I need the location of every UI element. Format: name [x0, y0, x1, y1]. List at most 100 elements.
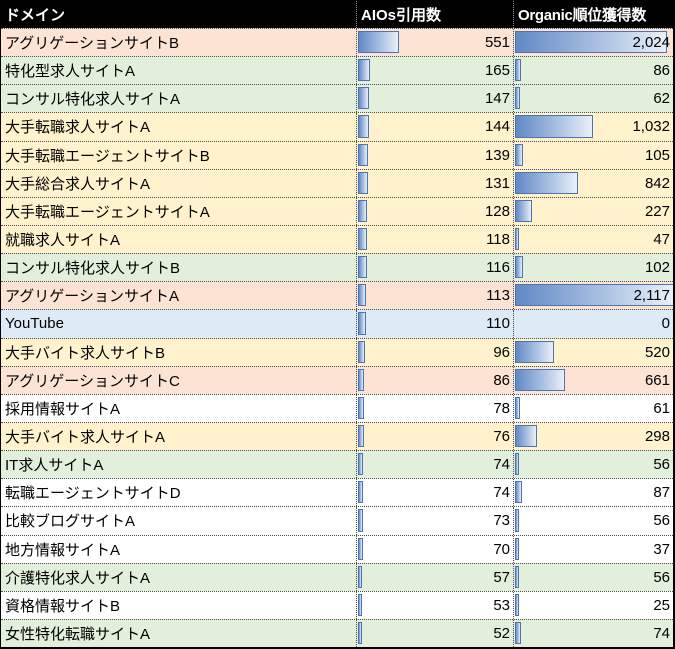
domain-cell[interactable]: 就職求人サイトA	[1, 225, 357, 254]
organic-rankings-cell[interactable]: 47	[514, 226, 673, 253]
organic-rankings-cell[interactable]: 37	[514, 536, 673, 563]
domain-cell[interactable]: 介護特化求人サイトA	[1, 563, 357, 591]
domain-cell[interactable]: IT求人サイトA	[1, 451, 357, 479]
domain-cell[interactable]: 大手バイト求人サイトB	[1, 338, 357, 366]
aio-citations-cell[interactable]: 139	[357, 141, 514, 169]
aio-data-bar	[358, 396, 364, 419]
organic-rankings-cell[interactable]: 61	[514, 395, 673, 422]
domain-cell[interactable]: YouTube	[1, 310, 357, 338]
organic-value: 842	[644, 174, 670, 192]
aio-value: 74	[493, 484, 510, 502]
header-cell-organic-rankings[interactable]: Organic順位獲得数	[514, 1, 673, 28]
organic-rankings-cell[interactable]: 842	[514, 170, 673, 197]
organic-data-bar	[515, 340, 555, 363]
domain-cell[interactable]: アグリゲーションサイトB	[1, 29, 357, 57]
organic-rankings-cell[interactable]: 2,024	[514, 29, 673, 56]
aio-data-bar	[358, 143, 369, 166]
aio-data-bar	[358, 424, 364, 448]
domain-label: 比較ブログサイトA	[5, 513, 136, 531]
domain-cell[interactable]: 大手総合求人サイトA	[1, 169, 357, 197]
aio-value: 53	[493, 596, 510, 614]
aio-citations-cell[interactable]: 147	[357, 85, 514, 113]
organic-rankings-cell[interactable]: 227	[514, 198, 673, 225]
aio-citations-cell[interactable]: 57	[357, 563, 514, 591]
domain-cell[interactable]: 女性特化転職サイトA	[1, 619, 357, 647]
table-row: アグリゲーションサイトC 86 661	[1, 365, 673, 394]
table-row: 介護特化求人サイトA 57 56	[1, 562, 673, 591]
aio-value: 116	[486, 259, 510, 277]
domain-cell[interactable]: 大手転職求人サイトA	[1, 113, 357, 141]
header-cell-aio-citations[interactable]: AIOs引用数	[357, 1, 514, 28]
organic-rankings-cell[interactable]: 56	[514, 451, 673, 478]
organic-rankings-cell[interactable]: 1,032	[514, 113, 673, 140]
organic-rankings-cell[interactable]: 56	[514, 564, 673, 591]
table-row: コンサル特化求人サイトB 116 102	[1, 253, 673, 282]
organic-rankings-cell[interactable]: 56	[514, 507, 673, 534]
domain-label: 女性特化転職サイトA	[5, 626, 151, 644]
organic-rankings-cell[interactable]: 74	[514, 620, 673, 647]
aio-citations-cell[interactable]: 86	[357, 366, 514, 394]
aio-data-bar	[358, 199, 368, 222]
aio-citations-cell[interactable]: 74	[357, 479, 514, 507]
organic-value: 56	[653, 568, 670, 586]
domain-cell[interactable]: 大手転職エージェントサイトB	[1, 141, 357, 169]
organic-data-bar	[515, 593, 519, 616]
organic-rankings-cell[interactable]: 102	[514, 254, 673, 281]
domain-label: コンサル特化求人サイトB	[5, 260, 181, 278]
domain-cell[interactable]: コンサル特化求人サイトB	[1, 254, 357, 282]
organic-rankings-cell[interactable]: 2,117	[514, 282, 673, 309]
organic-rankings-cell[interactable]: 86	[514, 57, 673, 84]
aio-citations-cell[interactable]: 165	[357, 57, 514, 85]
table-row: コンサル特化求人サイトA 147 62	[1, 84, 673, 113]
organic-rankings-cell[interactable]: 105	[514, 142, 673, 169]
aio-citations-cell[interactable]: 73	[357, 507, 514, 535]
domain-cell[interactable]: 採用情報サイトA	[1, 394, 357, 422]
aio-data-bar	[358, 227, 367, 251]
aio-citations-cell[interactable]: 70	[357, 535, 514, 563]
domain-label: YouTube	[5, 315, 64, 333]
table-row: アグリゲーションサイトB 551 2,024	[1, 28, 673, 57]
aio-citations-cell[interactable]: 74	[357, 451, 514, 479]
domain-cell[interactable]: 特化型求人サイトA	[1, 57, 357, 85]
organic-rankings-cell[interactable]: 62	[514, 85, 673, 112]
domain-cell[interactable]: アグリゲーションサイトC	[1, 366, 357, 394]
organic-value: 661	[644, 371, 670, 389]
aio-citations-cell[interactable]: 76	[357, 422, 514, 451]
domain-cell[interactable]: 大手転職エージェントサイトA	[1, 197, 357, 225]
aio-citations-cell[interactable]: 52	[357, 619, 514, 647]
organic-value: 2,117	[633, 287, 670, 305]
header-cell-domain[interactable]: ドメイン	[1, 1, 357, 28]
organic-value: 62	[653, 90, 670, 108]
aio-data-bar	[358, 340, 366, 363]
domain-cell[interactable]: アグリゲーションサイトA	[1, 282, 357, 310]
organic-rankings-cell[interactable]: 661	[514, 367, 673, 394]
domain-cell[interactable]: 転職エージェントサイトD	[1, 479, 357, 507]
domain-label: コンサル特化求人サイトA	[5, 91, 181, 109]
organic-rankings-cell[interactable]: 87	[514, 479, 673, 506]
domain-cell[interactable]: コンサル特化求人サイトA	[1, 85, 357, 113]
aio-citations-cell[interactable]: 96	[357, 338, 514, 366]
aio-citations-cell[interactable]: 78	[357, 394, 514, 422]
domain-cell[interactable]: 資格情報サイトB	[1, 591, 357, 619]
organic-data-bar	[515, 87, 520, 110]
organic-rankings-cell[interactable]: 0	[514, 310, 673, 337]
organic-rankings-cell[interactable]: 25	[514, 592, 673, 619]
aio-citations-cell[interactable]: 110	[357, 310, 514, 338]
aio-citations-cell[interactable]: 551	[357, 29, 514, 57]
aio-citations-cell[interactable]: 131	[357, 169, 514, 197]
aio-value: 118	[486, 231, 510, 249]
domain-cell[interactable]: 比較ブログサイトA	[1, 507, 357, 535]
aio-citations-cell[interactable]: 144	[357, 113, 514, 141]
aio-citations-cell[interactable]: 116	[357, 254, 514, 282]
organic-rankings-cell[interactable]: 520	[514, 339, 673, 366]
domain-cell[interactable]: 大手バイト求人サイトA	[1, 422, 357, 451]
aio-citations-cell[interactable]: 128	[357, 197, 514, 225]
domain-label: 大手転職求人サイトA	[5, 119, 151, 137]
aio-citations-cell[interactable]: 113	[357, 282, 514, 310]
domain-label: 採用情報サイトA	[5, 400, 121, 418]
domain-cell[interactable]: 地方情報サイトA	[1, 535, 357, 563]
aio-citations-cell[interactable]: 53	[357, 591, 514, 619]
organic-rankings-cell[interactable]: 298	[514, 423, 673, 450]
aio-citations-cell[interactable]: 118	[357, 225, 514, 254]
organic-data-bar	[515, 199, 533, 222]
